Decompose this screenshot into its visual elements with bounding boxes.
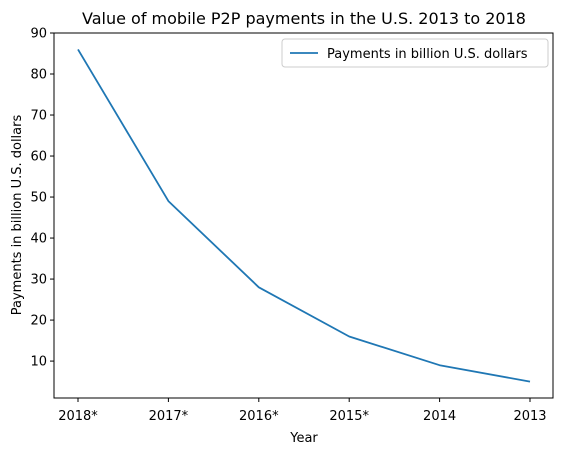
- y-tick-label: 30: [30, 273, 47, 288]
- y-axis: 10 20 30 40 50 60 70 80 90: [30, 27, 54, 370]
- legend: Payments in billion U.S. dollars: [281, 38, 549, 68]
- y-tick-label: 70: [30, 109, 47, 124]
- plot-frame: [53, 32, 554, 399]
- x-tick-label: 2017*: [149, 409, 189, 424]
- y-tick-label: 80: [30, 68, 47, 83]
- x-tick-label: 2015*: [329, 409, 369, 424]
- series-layer: [77, 48, 531, 383]
- x-tick-label: 2014: [423, 409, 456, 424]
- y-tick-label: 60: [30, 150, 47, 165]
- y-tick-label: 40: [30, 232, 47, 247]
- chart-title: Value of mobile P2P payments in the U.S.…: [82, 9, 526, 28]
- y-tick-label: 90: [30, 27, 47, 42]
- x-tick-label: 2016*: [239, 409, 279, 424]
- y-axis-label: Payments in billion U.S. dollars: [10, 115, 25, 316]
- series-line-0: [77, 48, 531, 383]
- legend-entry-payments: Payments in billion U.S. dollars: [327, 47, 528, 62]
- x-axis: 2018* 2017* 2016* 2015* 2014 2013: [58, 398, 547, 424]
- x-axis-label: Year: [289, 431, 318, 446]
- y-tick-label: 20: [30, 314, 47, 329]
- y-tick-label: 10: [30, 355, 47, 370]
- x-tick-label: 2018*: [58, 409, 98, 424]
- x-tick-label: 2013: [513, 409, 546, 424]
- y-tick-label: 50: [30, 191, 47, 206]
- legend-box: [281, 38, 549, 68]
